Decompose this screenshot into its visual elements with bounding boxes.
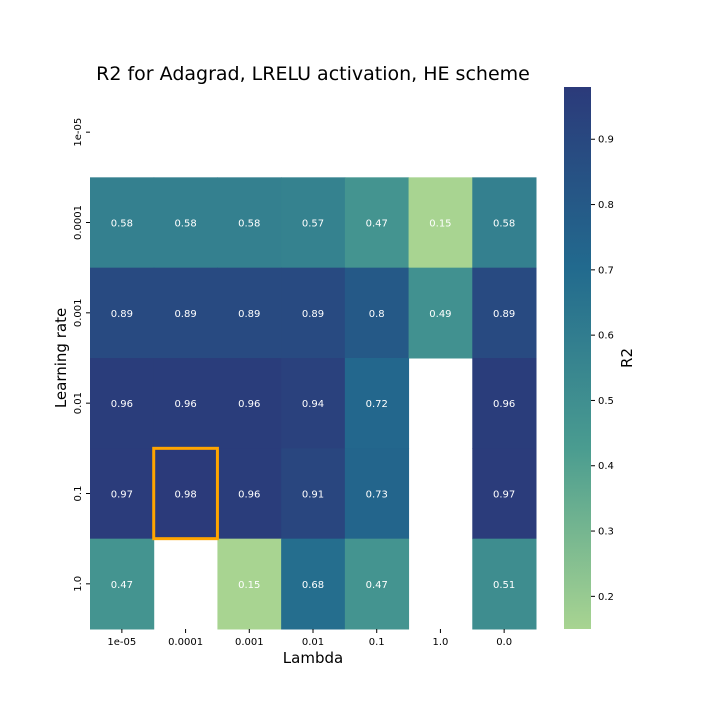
heatmap-cell (153, 448, 218, 540)
cell-annotation: 0.58 (174, 219, 196, 230)
heatmap-cell (472, 177, 537, 269)
x-tick-label: 1.0 (432, 637, 448, 648)
cell-annotation: 0.49 (429, 309, 451, 320)
x-tick-label: 0.001 (235, 637, 264, 648)
cell-annotation: 0.8 (369, 309, 385, 320)
cell-annotation: 0.89 (302, 309, 324, 320)
heatmap-cell (281, 358, 346, 449)
y-tick-label: 1e-05 (73, 118, 84, 147)
heatmap-cell (472, 448, 537, 540)
cell-annotation: 0.89 (238, 309, 260, 320)
heatmap-cell (217, 177, 282, 269)
cell-annotation: 0.47 (366, 219, 388, 230)
heatmap-cell (344, 177, 410, 269)
cell-annotation: 0.15 (429, 219, 451, 230)
cell-annotation: 0.96 (238, 490, 260, 501)
y-tick-label: 0.01 (73, 392, 84, 414)
x-tick-label: 0.0 (496, 637, 512, 648)
colorbar-tick-label: 0.8 (598, 200, 614, 211)
y-tick-label: 1.0 (73, 576, 84, 592)
x-tick-label: 0.0001 (168, 637, 203, 648)
cell-annotation: 0.47 (111, 580, 133, 591)
heatmap-cell (344, 267, 410, 359)
heatmap-cell (281, 448, 346, 540)
heatmap-cell (217, 267, 282, 359)
cell-annotation: 0.51 (493, 580, 515, 591)
heatmap-cell (408, 267, 473, 359)
colorbar-tick-label: 0.6 (598, 331, 614, 342)
heatmap-cell (217, 538, 282, 630)
heatmap-cell (344, 448, 410, 540)
cell-annotation: 0.89 (493, 309, 515, 320)
x-tick-label: 1e-05 (107, 637, 136, 648)
heatmap-cell (281, 267, 346, 359)
colorbar (564, 87, 591, 629)
colorbar-tick-label: 0.2 (598, 592, 614, 603)
heatmap-cell (344, 538, 410, 630)
y-tick-label: 0.001 (73, 299, 84, 328)
cell-annotation: 0.68 (302, 580, 324, 591)
cell-annotation: 0.89 (111, 309, 133, 320)
cell-annotation: 0.57 (302, 219, 324, 230)
heatmap-cell (281, 538, 346, 630)
heatmap-cell (153, 177, 218, 269)
colorbar-tick-label: 0.5 (598, 396, 614, 407)
heatmap-cell (153, 358, 218, 449)
highlight-box (152, 446, 219, 541)
y-tick-label: 0.0001 (73, 205, 84, 240)
heatmap-cell (153, 267, 218, 359)
heatmap-cell (90, 177, 155, 269)
heatmap-cell (472, 358, 537, 449)
cell-annotation: 0.97 (111, 490, 133, 501)
cell-annotation: 0.96 (174, 399, 196, 410)
cell-annotation: 0.96 (493, 399, 515, 410)
y-tick-label: 0.1 (73, 486, 84, 502)
heatmap-cell (472, 538, 537, 630)
heatmap-cell (217, 358, 282, 449)
cell-annotation: 0.47 (366, 580, 388, 591)
x-tick-label: 0.01 (302, 637, 324, 648)
heatmap-cell (90, 358, 155, 449)
colorbar-tick-label: 0.7 (598, 265, 614, 276)
cell-annotation: 0.94 (302, 399, 324, 410)
cell-annotation: 0.58 (493, 219, 515, 230)
heatmap-cell (90, 448, 155, 540)
colorbar-label: R2 (618, 348, 636, 368)
heatmap-cell (344, 358, 410, 449)
heatmap-cell (90, 538, 155, 630)
heatmap-cell (281, 177, 346, 269)
chart-title: R2 for Adagrad, LRELU activation, HE sch… (96, 63, 530, 85)
colorbar-tick-label: 0.4 (598, 461, 614, 472)
cell-annotation: 0.72 (366, 399, 388, 410)
cell-annotation: 0.96 (238, 399, 260, 410)
colorbar-tick-label: 0.9 (598, 135, 614, 146)
cell-annotation: 0.98 (174, 490, 196, 501)
cell-annotation: 0.15 (238, 580, 260, 591)
x-tick-label: 0.1 (369, 637, 385, 648)
heatmap-cell (408, 177, 473, 269)
cell-annotation: 0.96 (111, 399, 133, 410)
heatmap-cell (472, 267, 537, 359)
heatmap-cell (217, 448, 282, 540)
y-axis-label: Learning rate (52, 308, 70, 408)
cell-annotation: 0.97 (493, 490, 515, 501)
cell-annotation: 0.89 (174, 309, 196, 320)
cell-annotation: 0.58 (111, 219, 133, 230)
cell-annotation: 0.58 (238, 219, 260, 230)
heatmap-cell (90, 267, 155, 359)
cell-annotation: 0.73 (366, 490, 388, 501)
colorbar-tick-label: 0.3 (598, 527, 614, 538)
x-axis-label: Lambda (283, 649, 343, 667)
cell-annotation: 0.91 (302, 490, 324, 501)
